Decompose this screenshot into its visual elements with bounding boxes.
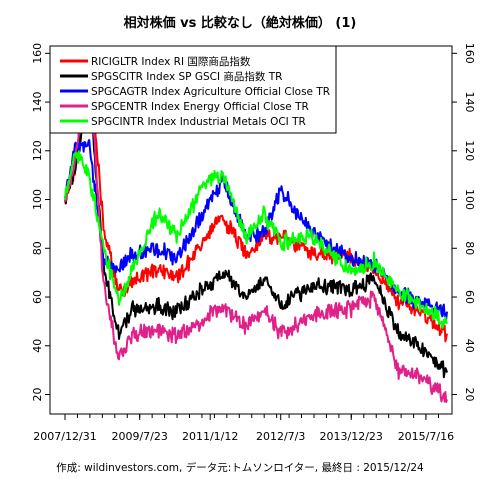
x-tick-label: 2011/1/12 (182, 430, 238, 443)
y-tick-label-right: 60 (463, 290, 476, 304)
series-layer (64, 54, 448, 403)
legend-label-3: SPGCAGTR Index Agriculture Official Clos… (91, 86, 330, 98)
y-tick-label-left: 80 (31, 241, 44, 255)
y-tick-label-right: 120 (463, 140, 476, 161)
series-line-5 (64, 150, 448, 329)
legend-label-4: SPGCENTR Index Energy Official Close TR (91, 101, 309, 113)
legend-label-1: RICIGLTR Index RI 国際商品指数 (91, 55, 251, 68)
y-tick-label-left: 40 (31, 339, 44, 353)
y-tick-label-right: 80 (463, 241, 476, 255)
chart-footer: 作成: wildinvestors.com, データ元:トムソンロイター, 最終… (56, 461, 424, 474)
legend-label-2: SPGSCITR Index SP GSCI 商品指数 TR (91, 70, 282, 83)
y-tick-label-left: 160 (31, 43, 44, 64)
legend-label-5: SPGCINTR Index Industrial Metals OCI TR (91, 116, 306, 128)
y-tick-label-right: 100 (463, 189, 476, 210)
y-tick-label-right: 160 (463, 43, 476, 64)
x-tick-label: 2013/12/23 (320, 430, 383, 443)
legend-box (49, 45, 337, 134)
x-tick-label: 2012/7/3 (256, 430, 305, 443)
y-tick-label-left: 120 (31, 140, 44, 161)
y-tick-label-left: 100 (31, 189, 44, 210)
legend: RICIGLTR Index RI 国際商品指数 SPGSCITR Index S… (49, 45, 337, 134)
x-tick-label: 2015/7/16 (398, 430, 454, 443)
y-tick-label-right: 20 (463, 388, 476, 402)
y-tick-label-left: 60 (31, 290, 44, 304)
x-tick-label: 2007/12/31 (33, 430, 96, 443)
series-line-4 (64, 54, 448, 403)
x-tick-label: 2009/7/23 (111, 430, 167, 443)
axes-layer: 20 20 40 40 60 60 80 80 100 100 120 120 140 140 160 160… (31, 43, 476, 443)
y-tick-label-right: 140 (463, 92, 476, 113)
y-tick-label-left: 140 (31, 92, 44, 113)
y-tick-label-right: 40 (463, 339, 476, 353)
y-tick-label-left: 20 (31, 388, 44, 402)
chart-title: 相対株価 vs 比較なし（絶対株価） (1) (124, 15, 357, 31)
series-line-2 (64, 87, 448, 379)
